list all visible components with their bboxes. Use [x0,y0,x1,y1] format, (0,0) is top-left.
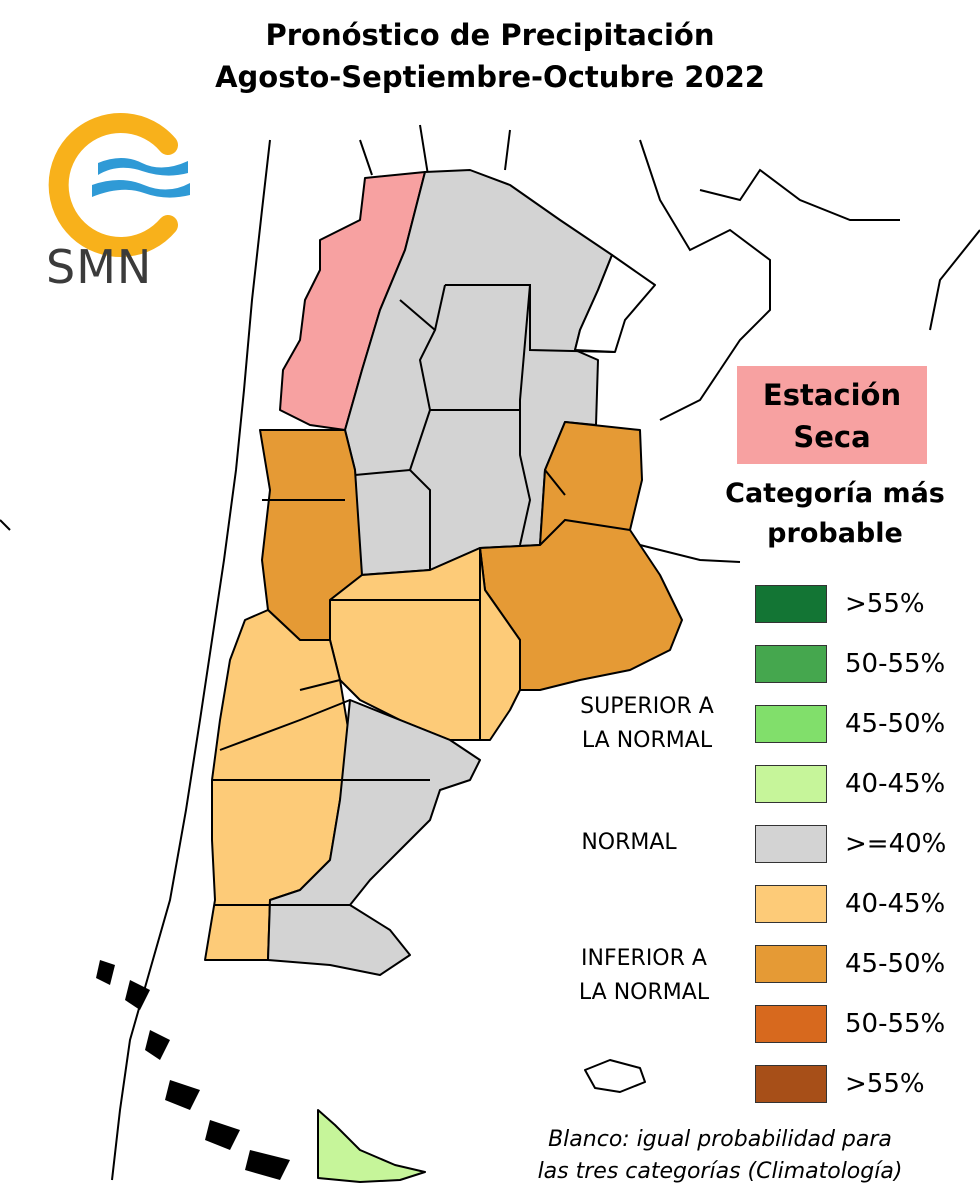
legend-label: 45-50% [845,949,946,979]
smn-logo-text: SMN [46,240,153,294]
legend-category-superior-line1: SUPERIOR A [580,694,714,719]
legend-category-normal: NORMAL [581,830,677,855]
chile-coastline [96,960,290,1180]
legend-label: 45-50% [845,709,946,739]
argentina-forecast-map [0,124,980,1183]
dry-station-line1: Estación [762,378,902,412]
legend-title-line1: Categoría más [725,478,945,509]
region-normal-patagonia [267,699,481,976]
legend-category-inferior: INFERIOR A LA NORMAL [544,942,744,1010]
legend-swatch [755,1005,827,1043]
neighbor-borders [0,124,980,1181]
legend-swatch [755,885,827,923]
map-title-line2: Agosto-Septiembre-Octubre 2022 [215,60,765,94]
legend-label: >55% [845,1069,925,1099]
legend-swatch [755,705,827,743]
footnote-line2: las tres categorías (Climatología) [537,1159,903,1184]
legend-swatch [755,585,827,623]
legend-swatch [755,645,827,683]
legend-category-inferior-line1: INFERIOR A [581,946,707,971]
legend-title: Categoría más probable [700,474,970,554]
legend-label: 40-45% [845,769,946,799]
province-borders [212,284,631,906]
legend-label: 50-55% [845,649,946,679]
legend-swatch [755,1065,827,1103]
legend-label: >=40% [845,829,947,859]
region-above-40-45-tierra-del-fuego [317,1109,426,1183]
legend-title-line2: probable [767,518,903,549]
legend-swatch [755,825,827,863]
region-below-45-50-east [479,421,683,691]
footnote-line1: Blanco: igual probabilidad para [548,1127,892,1152]
map-title: Pronóstico de Precipitación Agosto-Septi… [0,14,980,98]
legend-category-superior-line2: LA NORMAL [581,728,713,753]
map-title-line1: Pronóstico de Precipitación [265,18,715,52]
footnote: Blanco: igual probabilidad para las tres… [500,1124,940,1188]
legend-category-inferior-line2: LA NORMAL [578,980,710,1005]
dry-station-line2: Seca [793,420,871,454]
dry-station-label: Estación Seca [737,366,927,464]
legend-swatch [755,765,827,803]
legend-category-superior: SUPERIOR A LA NORMAL [547,690,747,758]
smn-logo-icon [48,113,190,257]
legend-label: 50-55% [845,1009,946,1039]
legend-label: 40-45% [845,889,946,919]
legend-swatch [755,945,827,983]
legend-label: >55% [845,589,925,619]
island-malvinas [584,1059,646,1093]
